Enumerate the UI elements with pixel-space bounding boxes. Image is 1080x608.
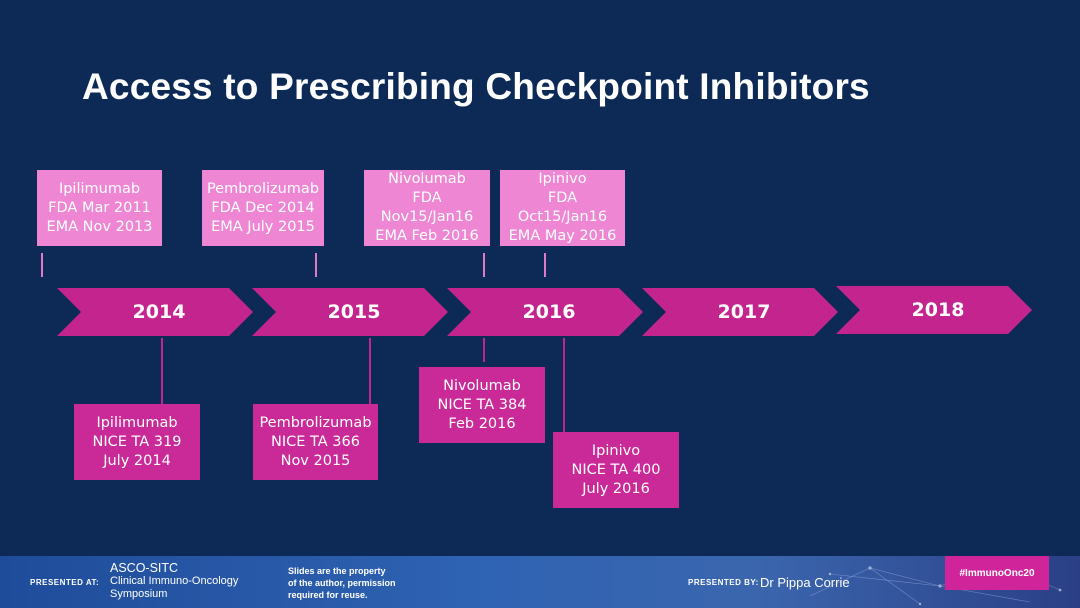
connector-line: [483, 253, 485, 277]
box-line: Ipinivo: [591, 442, 641, 459]
bottom-box-ipinivo: Ipinivo NICE TA 400 July 2016: [553, 432, 679, 508]
presenter-name: Dr Pippa Corrie: [760, 575, 850, 590]
box-line: Feb 2016: [448, 415, 516, 432]
box-line: EMA July 2015: [211, 218, 315, 235]
box-line: Pembrolizumab: [259, 414, 372, 431]
presented-by-label: PRESENTED BY:: [688, 578, 759, 587]
box-line: EMA Nov 2013: [46, 218, 153, 235]
box-line: Ipinivo: [538, 171, 587, 187]
box-line: FDA: [547, 190, 578, 206]
slide-title: Access to Prescribing Checkpoint Inhibit…: [82, 66, 870, 107]
year-arrow-2015: 2015: [252, 288, 448, 336]
footer-bar: PRESENTED AT: ASCO-SITC Clinical Immuno-…: [0, 556, 1080, 608]
year-arrow-2014: 2014: [57, 288, 253, 336]
box-line: Nov 2015: [280, 452, 351, 469]
top-box-ipilimumab: Ipilimumab FDA Mar 2011 EMA Nov 2013: [37, 170, 162, 246]
top-box-pembrolizumab: Pembrolizumab FDA Dec 2014 EMA July 2015: [202, 170, 324, 246]
box-line: NICE TA 366: [271, 433, 360, 450]
connector-line: [161, 338, 163, 404]
year-label: 2016: [522, 301, 576, 323]
box-line: July 2016: [582, 480, 650, 497]
box-line: Nivolumab: [388, 171, 466, 187]
box-line: NICE TA 400: [571, 461, 661, 478]
box-line: Pembrolizumab: [206, 180, 320, 197]
box-line: July 2014: [103, 452, 171, 469]
year-label: 2017: [717, 301, 771, 323]
connector-line: [315, 253, 317, 277]
year-arrow-2018: 2018: [836, 286, 1032, 334]
note-line: Slides are the property: [288, 566, 386, 576]
organization-name: ASCO-SITC: [110, 561, 179, 575]
connector-line: [369, 338, 371, 404]
box-line: NICE TA 319: [92, 433, 182, 450]
box-line: FDA Mar 2011: [48, 199, 151, 216]
year-label: 2015: [327, 301, 381, 323]
reuse-note: Slides are the property of the author, p…: [288, 565, 396, 601]
year-arrow-2016: 2016: [447, 288, 643, 336]
connector-line: [41, 253, 43, 277]
organization-line: Symposium: [110, 588, 168, 600]
box-line: Nov15/Jan16: [380, 209, 474, 225]
box-line: NICE TA 384: [437, 396, 527, 413]
bottom-box-nivolumab: Nivolumab NICE TA 384 Feb 2016: [419, 367, 545, 443]
bottom-box-ipilimumab: Ipilimumab NICE TA 319 July 2014: [74, 404, 200, 480]
connector-line: [563, 338, 565, 432]
box-line: FDA Dec 2014: [211, 199, 315, 216]
box-line: Oct15/Jan16: [517, 209, 608, 225]
year-label: 2018: [911, 299, 965, 321]
organization-line: Clinical Immuno-Oncology: [110, 575, 239, 587]
year-label: 2014: [132, 301, 186, 323]
presented-at-label: PRESENTED AT:: [30, 578, 100, 587]
box-line: FDA: [412, 190, 442, 206]
hashtag-badge: #ImmunoOnc20: [945, 556, 1049, 590]
box-line: Nivolumab: [443, 377, 521, 394]
box-line: EMA Feb 2016: [375, 228, 479, 244]
connector-line: [544, 253, 546, 277]
organization-block: ASCO-SITC Clinical Immuno-Oncology Sympo…: [110, 562, 238, 601]
box-line: EMA May 2016: [508, 228, 617, 244]
bottom-box-pembrolizumab: Pembrolizumab NICE TA 366 Nov 2015: [253, 404, 378, 480]
note-line: required for reuse.: [288, 590, 368, 600]
box-line: Ipilimumab: [58, 180, 141, 197]
top-box-nivolumab: Nivolumab FDA Nov15/Jan16 EMA Feb 2016: [364, 170, 490, 246]
top-box-ipinivo: Ipinivo FDA Oct15/Jan16 EMA May 2016: [500, 170, 625, 246]
year-arrow-2017: 2017: [642, 288, 838, 336]
box-line: Ipilimumab: [96, 414, 178, 431]
connector-line: [483, 338, 485, 362]
note-line: of the author, permission: [288, 578, 396, 588]
